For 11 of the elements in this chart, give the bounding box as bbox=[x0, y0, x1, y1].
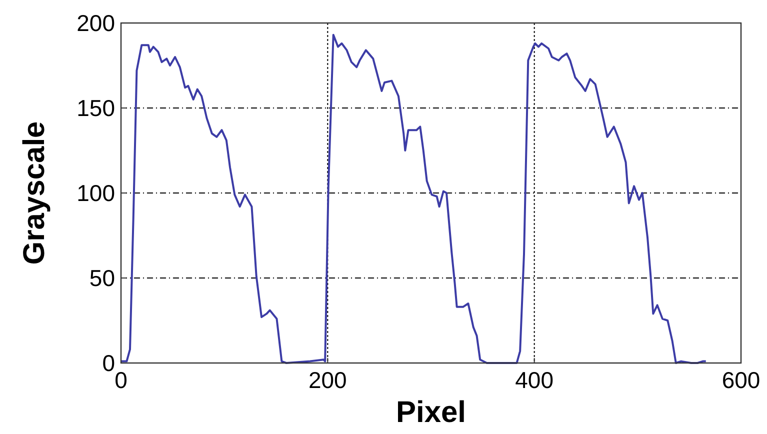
line-series bbox=[120, 34, 707, 364]
y-axis-title: Grayscale bbox=[18, 121, 51, 265]
x-tick-label: 600 bbox=[722, 367, 760, 393]
y-tick-label: 150 bbox=[76, 95, 115, 121]
y-tick-label: 50 bbox=[89, 265, 115, 291]
x-tick-label: 400 bbox=[515, 367, 554, 393]
y-tick-label: 0 bbox=[102, 350, 115, 376]
x-tick-label: 200 bbox=[308, 367, 347, 393]
y-tick-label: 100 bbox=[76, 180, 115, 206]
y-tick-label: 200 bbox=[76, 10, 115, 36]
x-axis-title: Pixel bbox=[396, 396, 466, 429]
